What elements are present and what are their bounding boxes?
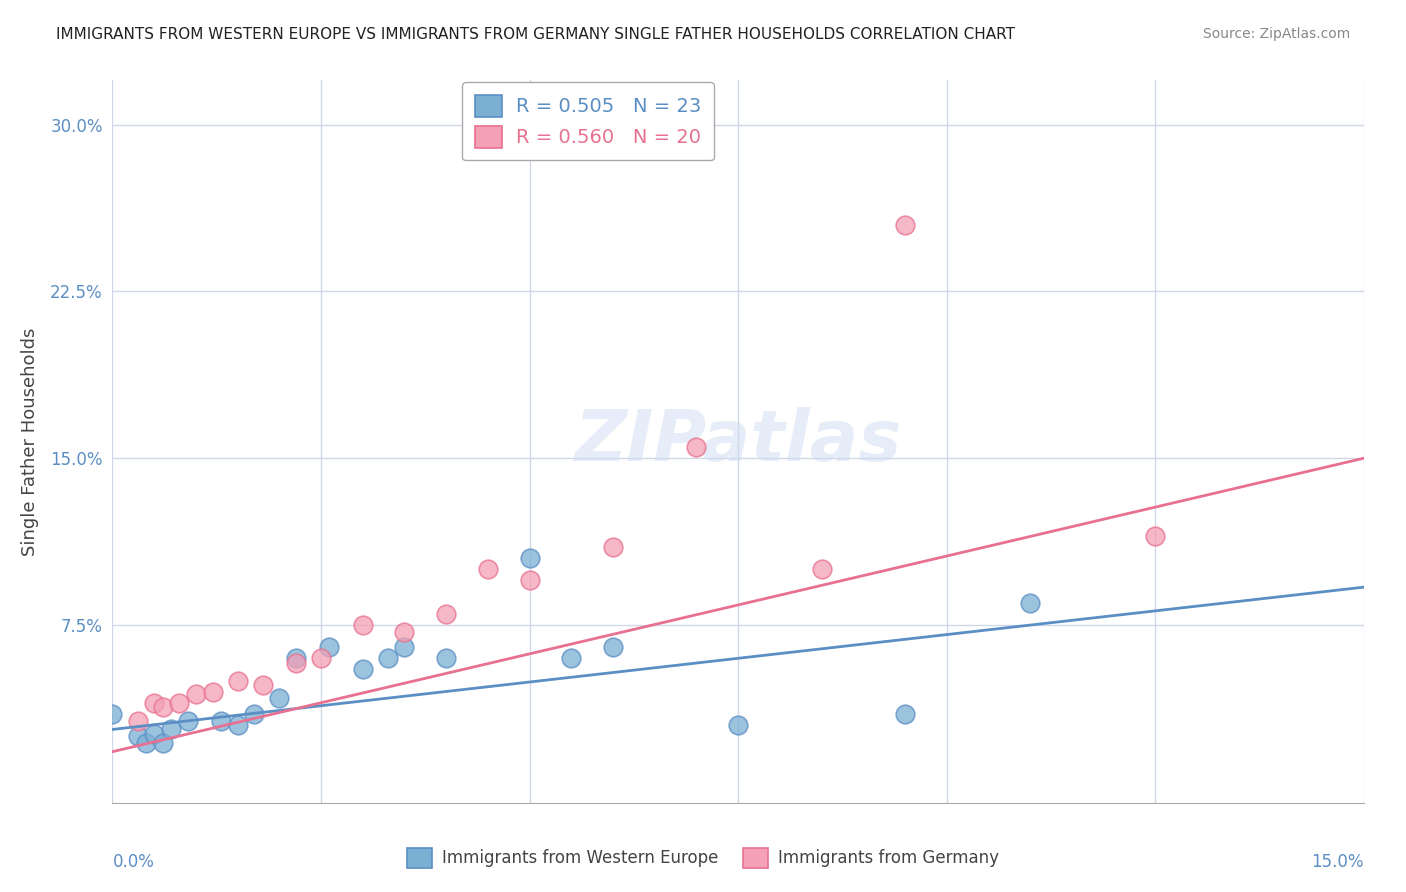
- Point: [184, 687, 207, 701]
- Point: [810, 562, 832, 576]
- Point: [602, 540, 624, 554]
- Point: [1144, 529, 1167, 543]
- Legend: Immigrants from Western Europe, Immigrants from Germany: Immigrants from Western Europe, Immigran…: [401, 841, 1005, 875]
- Point: [252, 678, 274, 692]
- Point: [519, 551, 541, 566]
- Point: [602, 640, 624, 655]
- Point: [434, 607, 457, 621]
- Legend: R = 0.505   N = 23, R = 0.560   N = 20: R = 0.505 N = 23, R = 0.560 N = 20: [463, 82, 714, 161]
- Point: [176, 714, 198, 728]
- Point: [352, 618, 374, 632]
- Point: [434, 651, 457, 665]
- Point: [352, 662, 374, 676]
- Point: [209, 714, 232, 728]
- Point: [894, 218, 917, 232]
- Point: [152, 736, 174, 750]
- Point: [285, 656, 308, 670]
- Point: [477, 562, 499, 576]
- Point: [285, 651, 308, 665]
- Point: [226, 673, 249, 688]
- Point: [727, 718, 749, 732]
- Point: [143, 727, 166, 741]
- Point: [143, 696, 166, 710]
- Point: [101, 706, 124, 721]
- Point: [127, 714, 149, 728]
- Text: IMMIGRANTS FROM WESTERN EUROPE VS IMMIGRANTS FROM GERMANY SINGLE FATHER HOUSEHOL: IMMIGRANTS FROM WESTERN EUROPE VS IMMIGR…: [56, 27, 1015, 42]
- Point: [394, 640, 416, 655]
- Point: [167, 696, 190, 710]
- Point: [269, 691, 291, 706]
- Point: [394, 624, 416, 639]
- Point: [127, 729, 149, 743]
- Text: 15.0%: 15.0%: [1312, 854, 1364, 871]
- Text: ZIPatlas: ZIPatlas: [575, 407, 901, 476]
- Text: Source: ZipAtlas.com: Source: ZipAtlas.com: [1202, 27, 1350, 41]
- Point: [152, 700, 174, 714]
- Point: [318, 640, 340, 655]
- Point: [560, 651, 582, 665]
- Point: [226, 718, 249, 732]
- Point: [1019, 596, 1042, 610]
- Point: [377, 651, 399, 665]
- Point: [519, 574, 541, 588]
- Point: [135, 736, 157, 750]
- Text: 0.0%: 0.0%: [112, 854, 155, 871]
- Point: [894, 706, 917, 721]
- Point: [201, 684, 224, 698]
- Point: [160, 723, 183, 737]
- Point: [309, 651, 332, 665]
- Point: [685, 440, 707, 454]
- Y-axis label: Single Father Households: Single Father Households: [21, 327, 39, 556]
- Point: [243, 706, 266, 721]
